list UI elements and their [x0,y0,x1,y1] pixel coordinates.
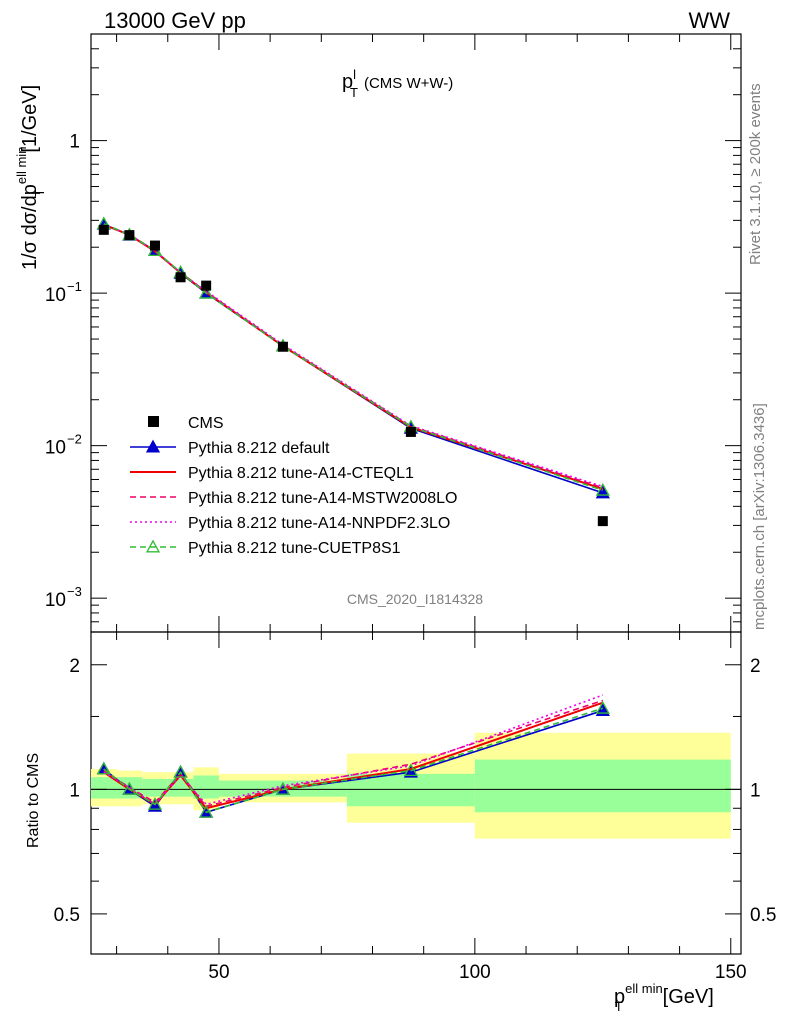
ratio-y-tick-label-right: 0.5 [750,905,776,926]
cms-data-point [201,280,212,291]
cms-data-point [98,224,109,235]
series-marker [595,700,610,714]
y-tick-label: 10 [45,285,66,306]
axis-ticks [91,33,741,954]
header-right: WW [688,8,730,33]
rivet-label: Rivet 3.1.10, ≥ 200k events [747,83,764,265]
mcplots-label: mcplots.cern.ch [arXiv:1306.3436] [751,403,768,630]
legend-label: Pythia 8.212 tune-A14-NNPDF2.3LO [188,515,450,532]
ratio-y-axis-label: Ratio to CMS [25,753,42,848]
ratio-band-inner [346,773,475,807]
series-marker [96,761,111,775]
y-tick-label: 10 [45,438,66,459]
ratio-band-inner [193,775,219,799]
ratio-y-tick-label: 2 [69,656,80,677]
ratio-uncertainty-bands [91,732,741,839]
main-series-line [103,223,604,492]
series-marker [145,439,161,453]
y-tick-label: 10 [45,590,66,611]
header-left: 13000 GeV pp [104,8,246,33]
cms-data-point [405,426,416,437]
ratio-y-tick-label-right: 2 [750,656,761,677]
legend-label: Pythia 8.212 tune-A14-CTEQL1 [188,465,414,482]
cms-data-point [149,240,160,251]
x-tick-label: 150 [715,962,747,983]
x-axis-label: pell min T [GeV] [614,981,714,1014]
series-marker [403,763,418,777]
legend-label: Pythia 8.212 tune-A14-MSTW2008LO [188,490,457,507]
legend: CMS Pythia 8.212 default Pythia 8.212 tune… [130,415,457,557]
x-tick-label: 50 [208,962,229,983]
series-marker [403,764,418,778]
ratio-band-inner [142,778,168,797]
legend-cms-marker [148,416,159,427]
main-series-line [103,223,604,490]
cms-data-point [175,272,186,283]
series-marker [275,781,291,795]
watermark: CMS_2020_I1814328 [347,591,483,607]
series-marker [145,539,161,553]
y-tick-exponent: −2 [67,432,82,447]
cms-data-point [124,230,135,241]
main-series-line [103,223,604,494]
ratio-band-inner [91,777,117,799]
main-series-line [103,223,604,488]
series-marker [147,796,163,810]
ratio-y-tick-label: 0.5 [54,905,80,926]
cms-data-point [277,341,288,352]
main-series-layer [96,216,610,527]
legend-label: Pythia 8.212 default [188,440,330,457]
main-y-axis-label: 1/σ dσ/dpell minT[1/GeV] [14,85,47,270]
ratio-y-tick-label: 1 [69,780,80,801]
ratio-series-layer [96,694,610,818]
main-title: pl T(CMS W+W-) [342,67,453,100]
series-marker [199,804,214,818]
y-tick-label: 1 [69,132,80,153]
series-marker [595,482,610,496]
cms-data-point [597,516,608,527]
y-tick-exponent: −1 [67,279,82,294]
x-tick-label: 100 [459,962,491,983]
series-marker [122,781,137,795]
series-marker [173,764,188,778]
ratio-band-inner [474,759,731,813]
series-marker [199,285,214,299]
main-series-line [103,223,604,489]
y-tick-exponent: −3 [67,584,82,599]
legend-label: Pythia 8.212 tune-CUETP8S1 [188,540,401,557]
series-marker [147,798,163,812]
ratio-y-tick-label-right: 1 [750,780,761,801]
legend-label: CMS [188,415,224,432]
